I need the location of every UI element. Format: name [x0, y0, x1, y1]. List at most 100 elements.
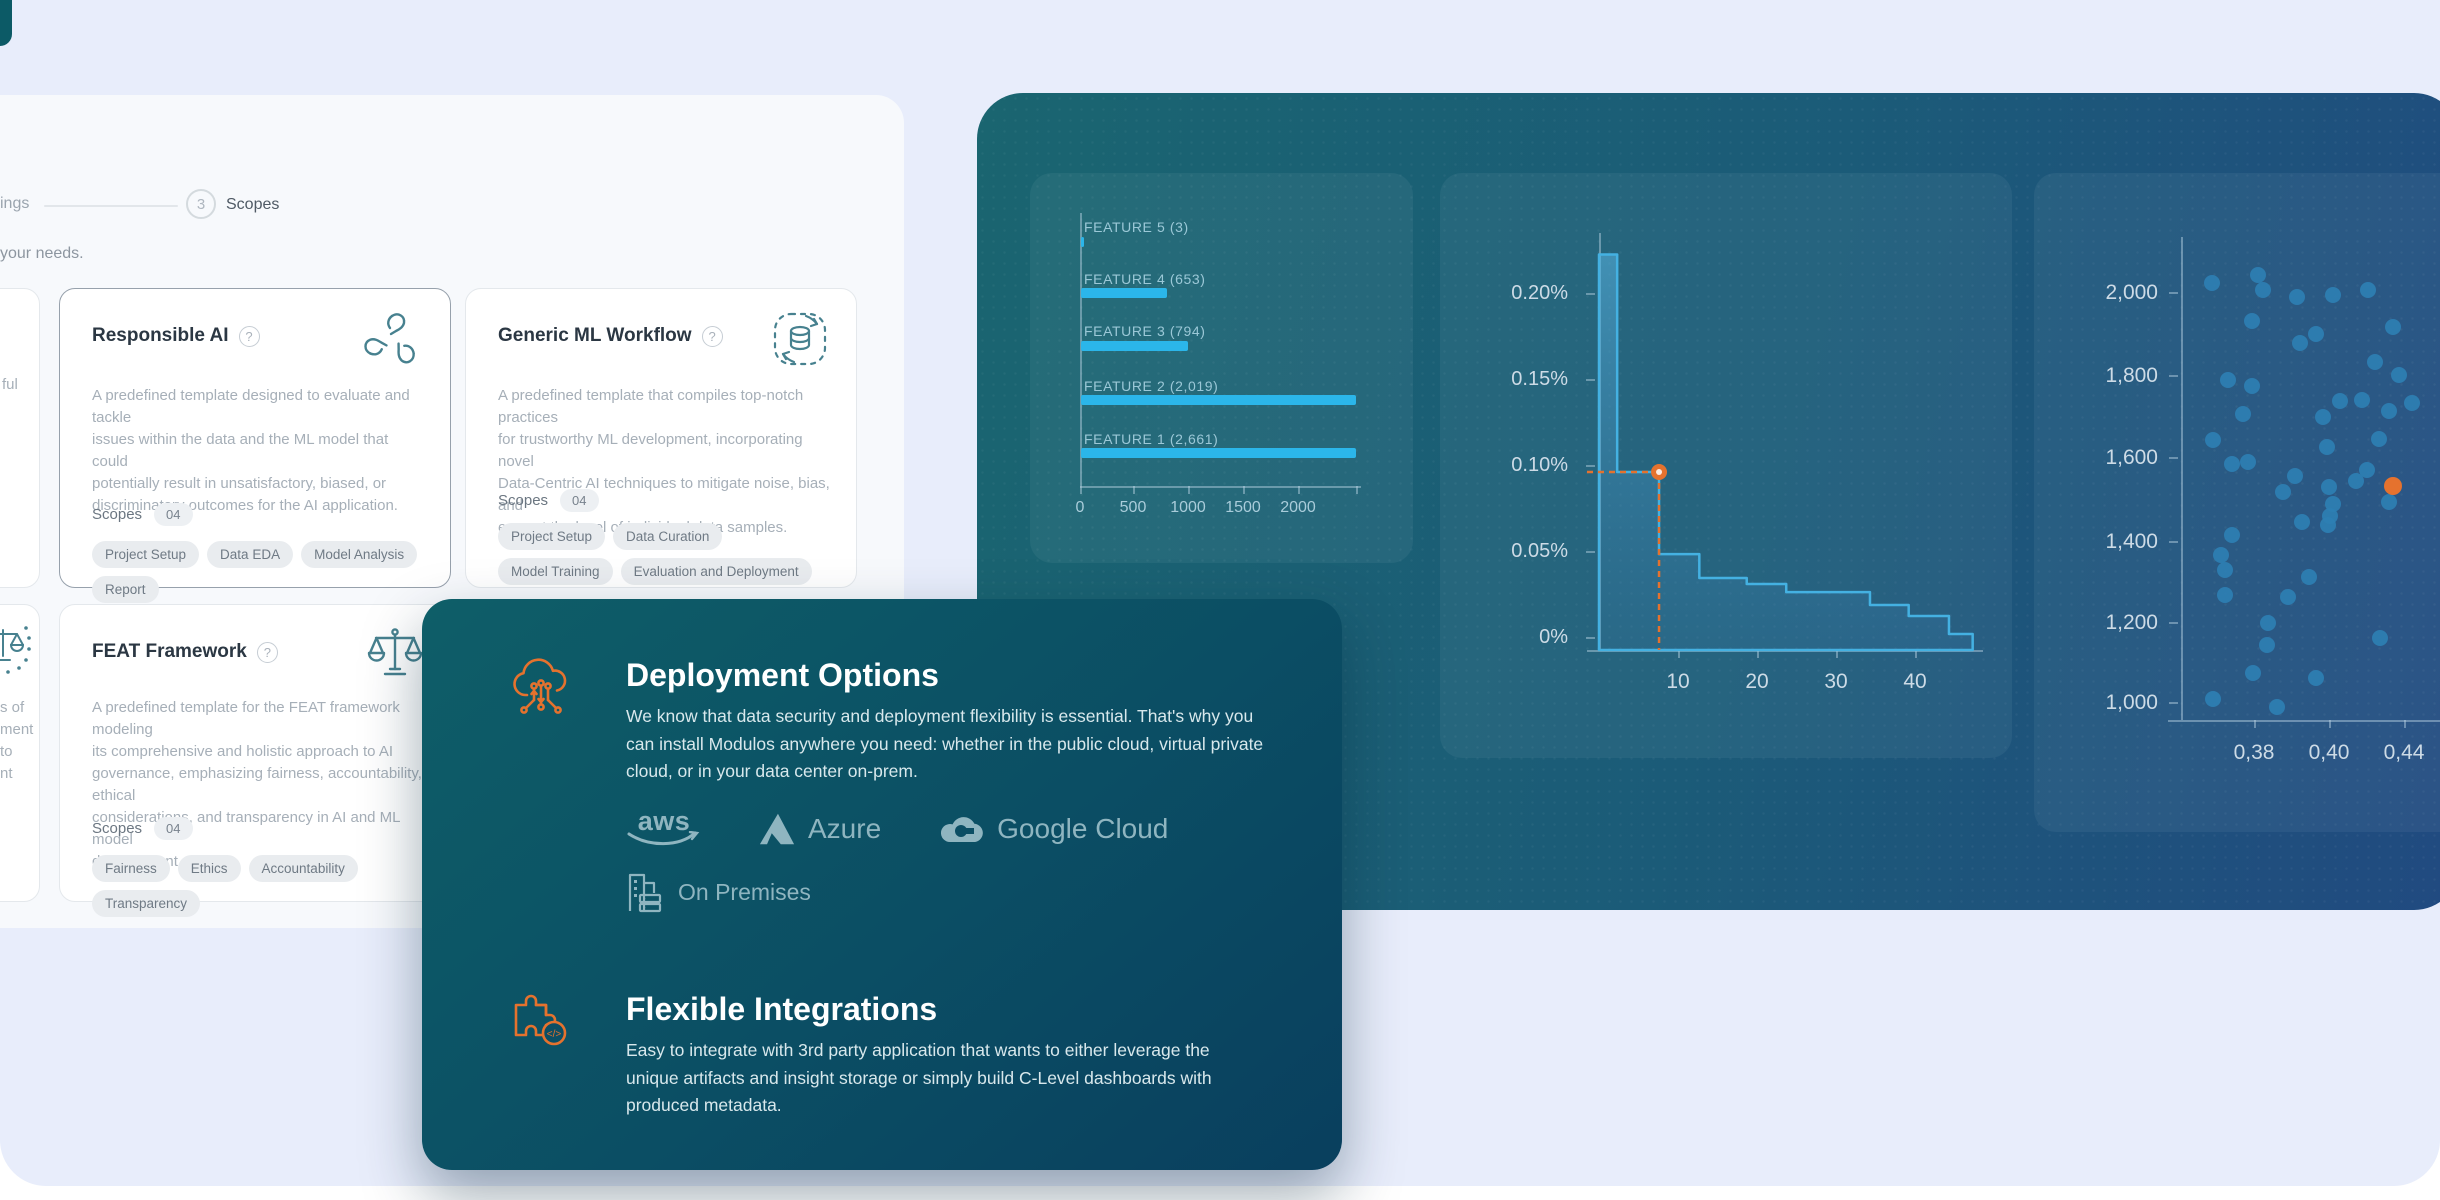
scope-tag: Evaluation and Deployment — [620, 558, 812, 585]
scatter-point — [2404, 395, 2420, 411]
scopes-count-badge: 04 — [154, 817, 193, 840]
deployment-options-title: Deployment Options — [626, 657, 939, 693]
scatter-point — [2260, 615, 2276, 631]
feature-bar-chart: FEATURE 5 (3) FEATURE 4 (653) FEATURE 3 (7… — [1030, 173, 1413, 563]
bar-axis-tick: 0 — [1075, 499, 1085, 516]
template-wizard-panel: ings 3 Scopes your needs. ful Responsibl… — [0, 95, 904, 928]
hist-y-tick: 0.10% — [1511, 454, 1568, 476]
teal-corner-decoration — [0, 0, 12, 46]
data-cycle-icon — [770, 309, 830, 374]
scatter-point — [2244, 378, 2260, 394]
scatter-point — [2235, 406, 2251, 422]
scatter-point — [2308, 670, 2324, 686]
scatter-point — [2367, 354, 2383, 370]
scatter-x-tick: 0,40 — [2308, 741, 2350, 764]
scope-tag: Project Setup — [92, 541, 200, 568]
bar-label: FEATURE 1 (2,661) — [1084, 431, 1219, 447]
template-card-partial-bottom[interactable] — [0, 604, 40, 902]
wizard-step-number-badge: 3 — [186, 189, 216, 219]
hist-plot — [1587, 253, 1974, 652]
distribution-step-chart: 0.20% 0.15% 0.10% 0.05% 0% 10 20 30 40 — [1440, 173, 2012, 758]
scope-tag: Model Training — [498, 558, 613, 585]
scatter-point — [2321, 479, 2337, 495]
scatter-y-tick: 1,600 — [2105, 446, 2158, 469]
scopes-label: Scopes — [498, 492, 549, 509]
flexible-integrations-body: Easy to integrate with 3rd party applica… — [626, 1040, 1212, 1115]
scope-tag: Report — [92, 576, 159, 603]
card-description: A predefined template for the FEAT frame… — [92, 699, 422, 870]
scatter-point — [2244, 313, 2260, 329]
scatter-point — [2294, 514, 2310, 530]
scatter-point — [2220, 372, 2236, 388]
hist-x-tick: 40 — [1903, 670, 1927, 693]
scatter-point — [2269, 699, 2285, 715]
wizard-subtitle-fragment: your needs. — [0, 245, 84, 262]
scatter-point — [2275, 484, 2291, 500]
scatter-point — [2217, 562, 2233, 578]
scatter-point — [2381, 494, 2397, 510]
scatter-point — [2205, 691, 2221, 707]
scatter-point — [2372, 630, 2388, 646]
help-icon[interactable]: ? — [256, 641, 278, 663]
hist-y-tick: 0.05% — [1511, 540, 1568, 562]
bar — [1081, 341, 1188, 351]
scatter-point — [2255, 282, 2271, 298]
bar-label: FEATURE 4 (653) — [1084, 271, 1206, 287]
bar-label: FEATURE 5 (3) — [1084, 219, 1189, 235]
bar-axis-tick: 1500 — [1225, 499, 1261, 516]
help-icon[interactable]: ? — [701, 325, 723, 347]
scatter-point — [2354, 392, 2370, 408]
scatter-highlight-point — [2384, 477, 2402, 495]
scatter-point — [2204, 275, 2220, 291]
template-card-generic-ml-workflow[interactable]: Generic ML Workflow ? A predefined templ… — [465, 288, 857, 588]
scatter-point — [2308, 326, 2324, 342]
scope-tag: Model Analysis — [301, 541, 418, 568]
svg-text:</>: </> — [547, 1029, 562, 1040]
wizard-step-settings-fragment: ings — [0, 195, 30, 212]
hist-y-tick: 0% — [1539, 626, 1568, 648]
card-description: A predefined template that compiles top-… — [498, 387, 830, 536]
bar-label: FEATURE 2 (2,019) — [1084, 378, 1219, 394]
help-icon[interactable]: ? — [238, 325, 260, 347]
scatter-point — [2385, 319, 2401, 335]
scatter-point — [2320, 517, 2336, 533]
hist-y-tick: 0.20% — [1511, 282, 1568, 304]
cloud-deployment-icon — [510, 655, 572, 722]
scope-tag: Data EDA — [207, 541, 294, 568]
scopes-label: Scopes — [92, 820, 143, 837]
scatter-x-tick: 0,44 — [2383, 741, 2425, 764]
scatter-y-tick: 1,800 — [2105, 364, 2158, 387]
scatter-point — [2224, 456, 2240, 472]
wizard-step-scopes-label: Scopes — [226, 196, 280, 213]
hands-teamwork-icon — [360, 309, 424, 378]
azure-logo: Azure — [758, 812, 881, 846]
google-cloud-logo: Google Cloud — [937, 811, 1168, 847]
scatter-point — [2301, 569, 2317, 585]
bar-axis-tick: 1000 — [1170, 499, 1206, 516]
deployment-options-body: We know that data security and deploymen… — [626, 706, 1264, 781]
bar-axis-tick: 2000 — [1280, 499, 1316, 516]
card-title: Responsible AI — [92, 325, 229, 346]
scatter-point — [2259, 637, 2275, 653]
bar — [1081, 288, 1167, 298]
scatter-y-tick: 1,400 — [2105, 530, 2158, 553]
template-card-partial-top[interactable] — [0, 288, 40, 588]
scatter-y-tick: 1,000 — [2105, 691, 2158, 714]
template-card-feat-framework[interactable]: FEAT Framework ? A predefined template f… — [59, 604, 451, 917]
scatter-point — [2217, 587, 2233, 603]
scatter-point — [2360, 282, 2376, 298]
scatter-point — [2250, 267, 2266, 283]
scatter-point — [2359, 462, 2375, 478]
scatter-point — [2240, 454, 2256, 470]
card-tags: Project Setup Data Curation Model Training… — [498, 523, 832, 585]
scatter-point — [2205, 432, 2221, 448]
scope-tag: Accountability — [248, 855, 358, 882]
puzzle-code-icon: </> — [510, 987, 572, 1054]
scope-tag: Data Curation — [613, 523, 723, 550]
scatter-point — [2371, 431, 2387, 447]
scatter-point — [2224, 527, 2240, 543]
scope-tag: Ethics — [177, 855, 241, 882]
scopes-label: Scopes — [92, 506, 143, 523]
template-card-responsible-ai[interactable]: Responsible AI ? A predefined template d… — [59, 288, 451, 603]
partial-card-text-fragments: s of ment to nt — [0, 699, 34, 782]
